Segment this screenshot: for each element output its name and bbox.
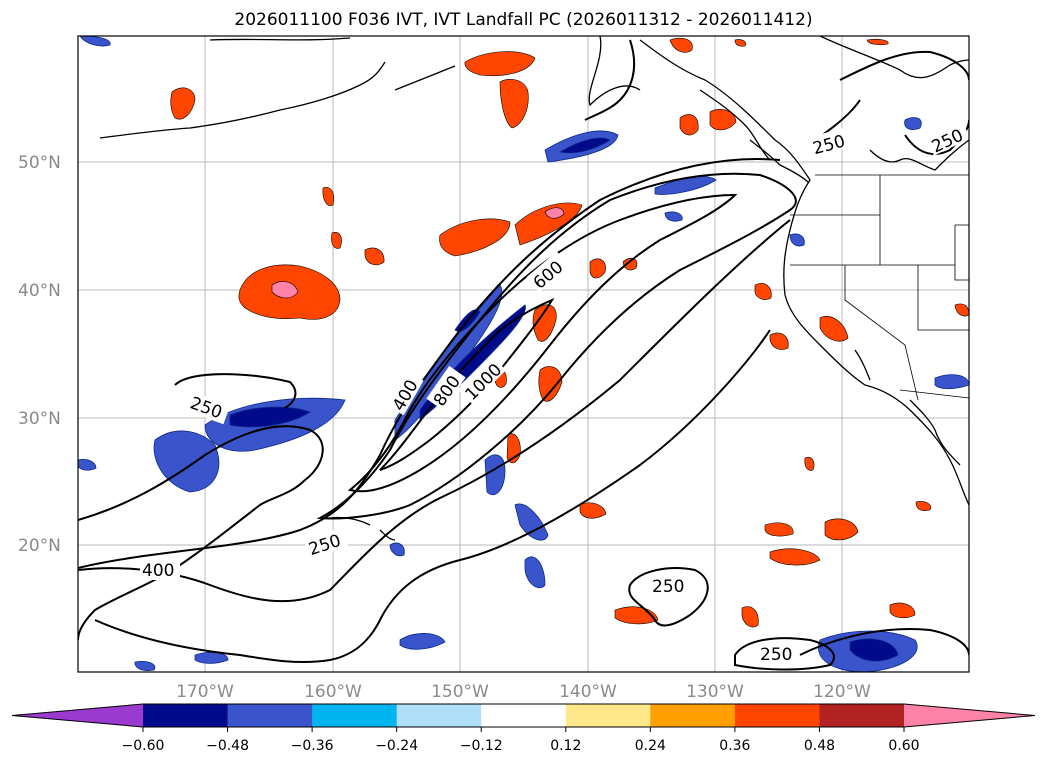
colorbar-tick-label: 0.12 <box>550 738 581 754</box>
map-border <box>77 35 970 673</box>
colorbar-tick-label: −0.60 <box>122 738 165 754</box>
colorbar-extend-high <box>904 704 1035 727</box>
colorbar-tick-label: −0.24 <box>375 738 418 754</box>
contour-label: 400 <box>142 561 174 581</box>
colorbar-segment <box>734 704 820 727</box>
lat-label: 50°N <box>18 153 61 173</box>
coastlines <box>99 36 969 541</box>
latitude-labels: 50°N 40°N 30°N 20°N <box>18 153 61 556</box>
colorbar-segment <box>227 704 313 727</box>
colorbar <box>11 703 1036 728</box>
lon-label: 140°W <box>559 682 617 702</box>
map-title: 2026011100 F036 IVT, IVT Landfall PC (20… <box>234 10 813 30</box>
lon-label: 120°W <box>813 682 871 702</box>
colorbar-segment <box>481 704 567 727</box>
colorbar-ticks: −0.60 −0.48 −0.36 −0.24 −0.12 0.12 0.24 0.36 0.4… <box>122 727 920 754</box>
colorbar-segment <box>819 704 905 727</box>
positive-pc-patches <box>170 37 969 628</box>
colorbar-segment <box>312 704 398 727</box>
colorbar-tick-label: 0.48 <box>804 738 835 754</box>
colorbar-segment <box>143 704 229 727</box>
negative-pc-patches <box>78 36 969 672</box>
lat-label: 20°N <box>18 536 61 556</box>
lat-label: 30°N <box>18 409 61 429</box>
colorbar-tick-label: −0.12 <box>460 738 503 754</box>
colorbar-tick-label: −0.36 <box>291 738 334 754</box>
colorbar-segment <box>565 704 651 727</box>
colorbar-segment <box>396 704 482 727</box>
contour-label: 250 <box>760 645 792 665</box>
colorbar-tick-label: −0.48 <box>206 738 249 754</box>
lon-label: 150°W <box>431 682 489 702</box>
colorbar-segment <box>650 704 736 727</box>
longitude-labels: 170°W 160°W 150°W 140°W 130°W 120°W <box>176 682 871 702</box>
political-borders <box>790 174 969 401</box>
lon-label: 160°W <box>304 682 362 702</box>
colorbar-tick-label: 0.36 <box>719 738 750 754</box>
colorbar-tick-label: 0.24 <box>635 738 666 754</box>
colorbar-tick-label: 0.60 <box>888 738 919 754</box>
lat-label: 40°N <box>18 281 61 301</box>
lon-label: 170°W <box>176 682 234 702</box>
contour-label: 250 <box>652 577 684 597</box>
lon-label: 130°W <box>686 682 744 702</box>
colorbar-extend-low <box>12 704 143 727</box>
ivt-contours <box>78 39 969 671</box>
